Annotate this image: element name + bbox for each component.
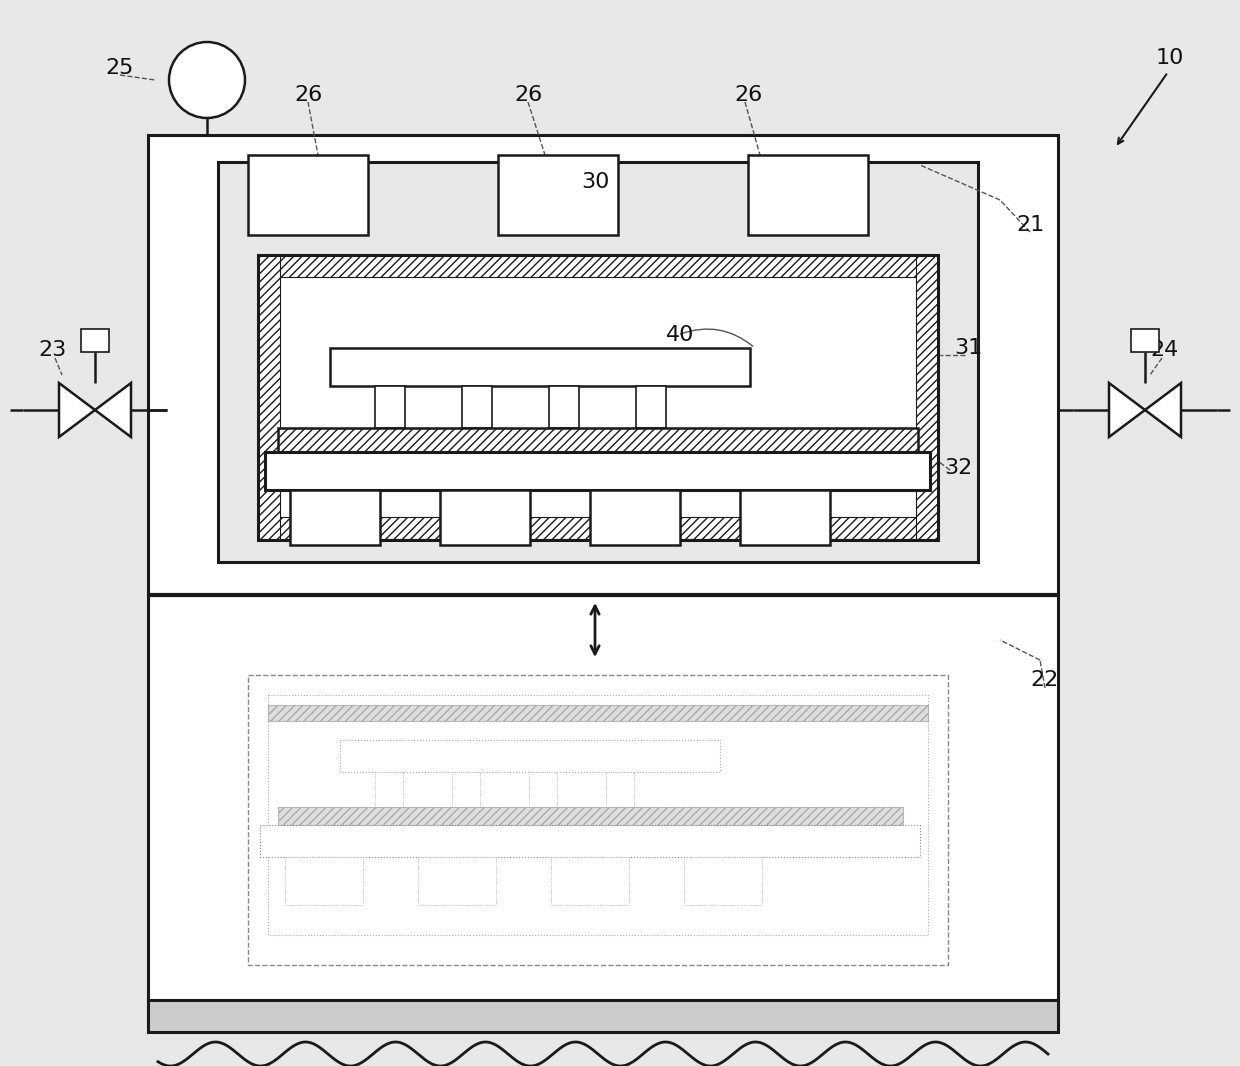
Bar: [268, 695, 928, 935]
Polygon shape: [60, 383, 95, 437]
Bar: [268, 705, 928, 721]
Bar: [278, 807, 903, 825]
Bar: [258, 255, 280, 539]
Bar: [440, 490, 529, 545]
Bar: [268, 705, 928, 721]
Text: 32: 32: [944, 458, 972, 478]
Bar: [1131, 329, 1158, 353]
Bar: [148, 135, 1058, 595]
Bar: [636, 386, 666, 429]
Bar: [148, 1000, 1058, 1032]
Bar: [684, 857, 763, 905]
Bar: [418, 857, 496, 905]
Bar: [374, 386, 405, 429]
Bar: [549, 386, 579, 429]
Bar: [82, 329, 109, 353]
Bar: [278, 429, 918, 452]
Bar: [248, 155, 368, 235]
Bar: [258, 517, 937, 539]
Bar: [218, 162, 978, 562]
Text: 26: 26: [294, 85, 322, 104]
Bar: [453, 772, 480, 807]
Bar: [740, 490, 830, 545]
Text: 10: 10: [1156, 48, 1184, 68]
Bar: [148, 135, 1058, 1030]
Bar: [374, 772, 403, 807]
Text: 21: 21: [1016, 215, 1044, 235]
Text: 26: 26: [513, 85, 542, 104]
Bar: [265, 452, 930, 490]
Bar: [916, 255, 937, 539]
Bar: [258, 255, 937, 540]
Bar: [498, 155, 618, 235]
Bar: [258, 255, 937, 540]
Text: 40: 40: [666, 325, 694, 345]
Circle shape: [169, 42, 246, 118]
Text: 23: 23: [38, 340, 66, 360]
Text: 24: 24: [1151, 340, 1179, 360]
Bar: [290, 490, 379, 545]
Bar: [148, 595, 1058, 1025]
Text: 31: 31: [954, 338, 982, 358]
Bar: [260, 825, 920, 857]
Text: 30: 30: [580, 172, 609, 192]
Bar: [748, 155, 868, 235]
Bar: [590, 490, 680, 545]
Bar: [463, 386, 492, 429]
Polygon shape: [1145, 383, 1180, 437]
Bar: [278, 429, 918, 452]
Bar: [285, 857, 363, 905]
Polygon shape: [1109, 383, 1145, 437]
Bar: [606, 772, 634, 807]
Bar: [248, 675, 949, 965]
Polygon shape: [95, 383, 131, 437]
Bar: [278, 807, 903, 825]
Text: 22: 22: [1030, 671, 1059, 690]
Text: 25: 25: [105, 58, 134, 78]
Bar: [258, 255, 937, 277]
Bar: [340, 740, 720, 772]
Bar: [551, 857, 629, 905]
Text: 26: 26: [734, 85, 763, 104]
Bar: [330, 348, 750, 386]
Bar: [529, 772, 557, 807]
